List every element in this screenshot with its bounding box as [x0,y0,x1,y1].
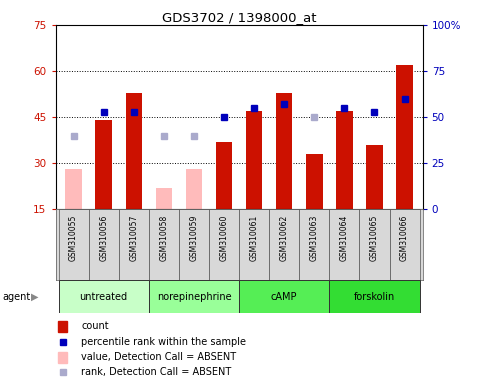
Bar [156,188,172,209]
Text: GSM310062: GSM310062 [280,215,289,261]
Text: forskolin: forskolin [354,291,395,302]
Bar [359,209,389,280]
Bar [119,209,149,280]
Text: GSM310065: GSM310065 [370,215,379,262]
Bar [216,142,232,209]
Bar [329,280,420,313]
Text: norepinephrine: norepinephrine [156,291,231,302]
Text: GSM310057: GSM310057 [129,215,138,262]
Text: cAMP: cAMP [271,291,298,302]
Text: GSM310059: GSM310059 [189,215,199,262]
Bar [58,280,149,313]
Bar [58,209,89,280]
Bar [209,209,239,280]
Bar [185,169,202,209]
Text: GSM310056: GSM310056 [99,215,108,262]
Bar [239,280,329,313]
Text: agent: agent [2,291,30,302]
Bar [149,209,179,280]
Bar [126,93,142,209]
Text: rank, Detection Call = ABSENT: rank, Detection Call = ABSENT [81,367,231,377]
Title: GDS3702 / 1398000_at: GDS3702 / 1398000_at [162,11,316,24]
Bar [179,209,209,280]
Bar [96,120,112,209]
Text: GSM310063: GSM310063 [310,215,319,262]
Bar [246,111,262,209]
Text: GSM310061: GSM310061 [250,215,258,261]
Bar [269,209,299,280]
Text: ▶: ▶ [31,291,39,302]
Bar [389,209,420,280]
Text: GSM310055: GSM310055 [69,215,78,262]
Bar [306,154,323,209]
Text: GSM310064: GSM310064 [340,215,349,262]
Text: untreated: untreated [80,291,128,302]
Bar [58,321,67,332]
Text: GSM310066: GSM310066 [400,215,409,262]
Bar [329,209,359,280]
Text: GSM310058: GSM310058 [159,215,169,261]
Bar [89,209,119,280]
Text: count: count [81,321,109,331]
Bar [58,352,67,362]
Bar [149,280,239,313]
Bar [65,169,82,209]
Text: percentile rank within the sample: percentile rank within the sample [81,337,246,347]
Bar [336,111,353,209]
Text: GSM310060: GSM310060 [220,215,228,262]
Bar [396,65,413,209]
Bar [276,93,293,209]
Bar [299,209,329,280]
Text: value, Detection Call = ABSENT: value, Detection Call = ABSENT [81,352,236,362]
Bar [366,145,383,209]
Bar [239,209,269,280]
